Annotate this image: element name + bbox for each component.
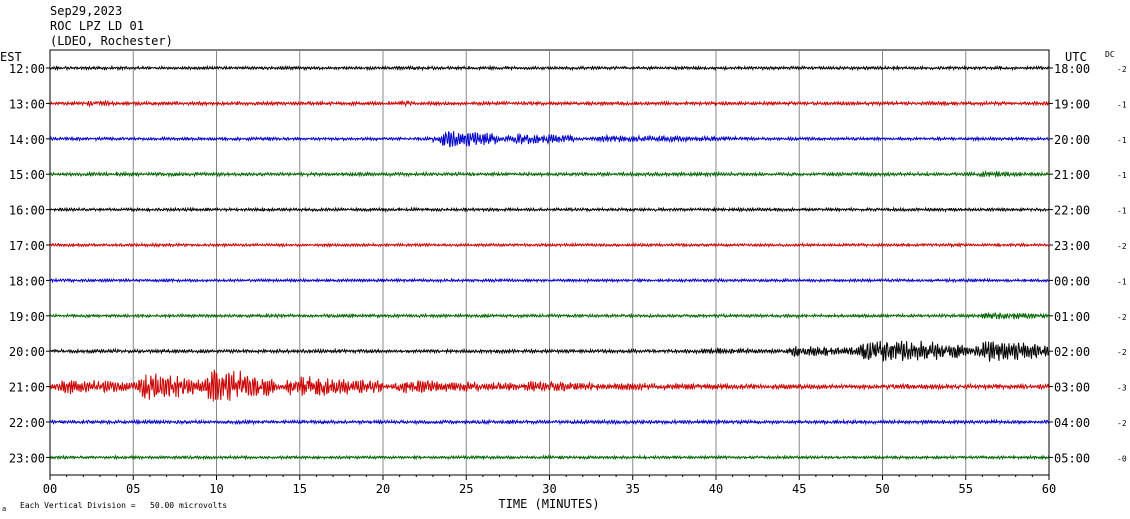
dc-header-label: DC: [1105, 50, 1115, 59]
dc-offset-label: -2: [1117, 65, 1127, 74]
trace-2000: [49, 340, 1050, 362]
utc-time-label: 21:00: [1054, 168, 1090, 182]
trace-1500: [49, 169, 1050, 179]
x-tick-label: 55: [959, 482, 973, 496]
utc-time-label: 02:00: [1054, 345, 1090, 359]
x-tick-label: 30: [542, 482, 556, 496]
x-tick-label: 40: [709, 482, 723, 496]
trace-1300: [49, 99, 1050, 108]
trace-1400: [49, 131, 1050, 148]
x-tick-label: 10: [209, 482, 223, 496]
utc-time-label: 01:00: [1054, 310, 1090, 324]
x-tick-label: 60: [1042, 482, 1056, 496]
x-tick-label: 45: [792, 482, 806, 496]
dc-offset-label: -2: [1117, 419, 1127, 428]
utc-time-label: 20:00: [1054, 133, 1090, 147]
x-tick-label: 05: [126, 482, 140, 496]
est-time-label: 20:00: [9, 345, 45, 359]
grid: [46, 49, 1053, 480]
header-network: (LDEO, Rochester): [50, 34, 173, 48]
utc-time-label: 04:00: [1054, 416, 1090, 430]
header-date: Sep29,2023: [50, 4, 123, 18]
dc-offset-label: -1: [1117, 171, 1127, 180]
traces: [49, 64, 1050, 461]
utc-time-label: 05:00: [1054, 451, 1090, 465]
est-time-label: 16:00: [9, 204, 45, 218]
est-time-label: 19:00: [9, 310, 45, 324]
right-timezone-label: UTC: [1065, 50, 1087, 64]
dc-offset-label: -1: [1117, 277, 1127, 286]
dc-offset-label: -2: [1117, 313, 1127, 322]
est-time-label: 23:00: [9, 451, 45, 465]
utc-time-label: 23:00: [1054, 239, 1090, 253]
x-tick-label: 20: [376, 482, 390, 496]
est-time-label: 22:00: [9, 416, 45, 430]
dc-offset-label: -0: [1117, 454, 1127, 463]
est-time-label: 13:00: [9, 97, 45, 111]
trace-2200: [49, 418, 1050, 426]
x-axis-label: TIME (MINUTES): [498, 497, 599, 511]
trace-1800: [49, 277, 1050, 284]
utc-time-label: 03:00: [1054, 381, 1090, 395]
est-time-label: 18:00: [9, 274, 45, 288]
trace-1700: [49, 241, 1050, 249]
trace-1600: [49, 206, 1050, 214]
trace-2100: [49, 369, 1050, 402]
est-time-label: 21:00: [9, 381, 45, 395]
trace-1200: [49, 64, 1050, 72]
est-time-label: 14:00: [9, 133, 45, 147]
dc-offset-label: -3: [1117, 384, 1127, 393]
trace-2300: [49, 453, 1050, 461]
footer-mark: a: [2, 505, 6, 513]
est-time-label: 17:00: [9, 239, 45, 253]
dc-offset-label: -2: [1117, 348, 1127, 357]
est-time-label: 12:00: [9, 62, 45, 76]
utc-time-label: 00:00: [1054, 274, 1090, 288]
labels: 00 05 10 15 20 25 30 35 40 45 50 55 60 12:00 18:00 -2 13…: [9, 62, 1127, 496]
x-tick-label: 35: [626, 482, 640, 496]
dc-offset-label: -1: [1117, 136, 1127, 145]
dc-offset-label: -1: [1117, 207, 1127, 216]
utc-time-label: 19:00: [1054, 97, 1090, 111]
header-station: ROC LPZ LD 01: [50, 19, 144, 33]
utc-time-label: 18:00: [1054, 62, 1090, 76]
dc-offset-label: -2: [1117, 242, 1127, 251]
dc-offset-label: -1: [1117, 100, 1127, 109]
utc-time-label: 22:00: [1054, 204, 1090, 218]
x-tick-label: 15: [293, 482, 307, 496]
x-tick-label: 50: [875, 482, 889, 496]
left-timezone-label: EST: [0, 50, 22, 64]
footer-note: Each Vertical Division = 50.00 microvolt…: [20, 501, 227, 510]
x-tick-label: 00: [43, 482, 57, 496]
trace-1900: [49, 311, 1050, 321]
x-tick-label: 25: [459, 482, 473, 496]
est-time-label: 15:00: [9, 168, 45, 182]
